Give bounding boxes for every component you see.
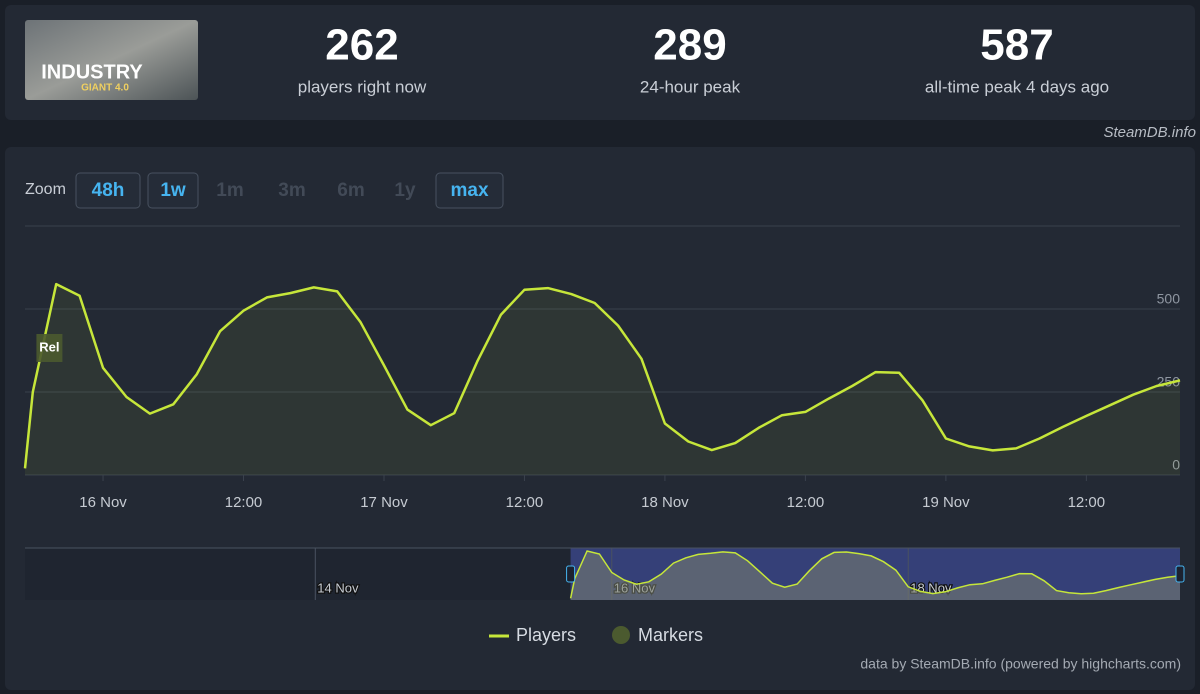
stat-value: 262	[325, 21, 398, 70]
stat-value: 289	[653, 21, 726, 70]
navigator-handle[interactable]	[1175, 565, 1185, 583]
zoom-button[interactable]	[75, 172, 141, 209]
stat-label: 24-hour peak	[640, 77, 741, 96]
zoom-button[interactable]	[147, 172, 199, 209]
zoom-button-label[interactable]: 1w	[160, 180, 186, 201]
stat-label: all-time peak 4 days ago	[925, 77, 1109, 96]
game-logo[interactable]	[25, 20, 198, 100]
x-tick-label: 16 Nov	[79, 494, 127, 511]
zoom-button-label: 3m	[278, 180, 305, 201]
legend-label[interactable]: Players	[516, 625, 576, 645]
zoom-button-label[interactable]: 48h	[92, 180, 125, 201]
marker-flag[interactable]	[36, 334, 63, 362]
marker-label: Rel	[39, 339, 59, 354]
legend-marker-swatch[interactable]	[612, 626, 630, 644]
logo-title: INDUSTRY	[41, 61, 143, 83]
x-tick-label: 12:00	[1068, 494, 1106, 511]
series-area	[25, 284, 1180, 475]
x-tick-label: 12:00	[787, 494, 825, 511]
navigator-handle[interactable]	[566, 565, 576, 583]
navigator-tick-label: 14 Nov	[317, 580, 359, 595]
legend-label[interactable]: Markers	[638, 625, 703, 645]
zoom-button[interactable]	[435, 172, 504, 209]
navigator-line	[569, 550, 1181, 599]
source-link[interactable]: SteamDB.info	[1103, 124, 1196, 141]
zoom-button-label: 6m	[337, 180, 364, 201]
stat-value: 587	[980, 21, 1053, 70]
zoom-button-label: 1y	[394, 180, 416, 201]
navigator-area	[570, 551, 1180, 600]
x-tick-label: 19 Nov	[922, 494, 970, 511]
zoom-label: Zoom	[25, 181, 66, 198]
zoom-button-label[interactable]: max	[450, 180, 488, 201]
y-tick-label: 0	[1172, 457, 1180, 473]
x-tick-label: 17 Nov	[360, 494, 408, 511]
logo-subtitle: GIANT 4.0	[81, 83, 129, 94]
header-panel	[5, 5, 1195, 120]
x-tick-label: 18 Nov	[641, 494, 689, 511]
zoom-button-label: 1m	[216, 180, 243, 201]
credits[interactable]: data by SteamDB.info (powered by highcha…	[860, 656, 1181, 672]
x-tick-label: 12:00	[506, 494, 544, 511]
y-tick-label: 500	[1157, 291, 1181, 307]
series-line	[23, 282, 1181, 469]
stat-label: players right now	[298, 77, 427, 96]
x-tick-label: 12:00	[225, 494, 263, 511]
